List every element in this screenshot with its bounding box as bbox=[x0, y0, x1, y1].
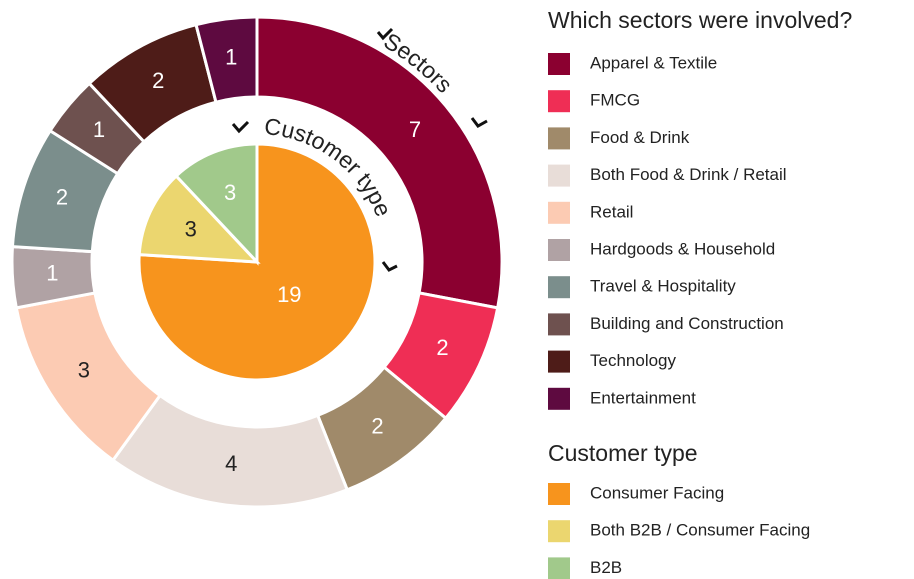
legend-swatch bbox=[548, 483, 570, 505]
legend-swatch bbox=[548, 276, 570, 299]
legend-swatch bbox=[548, 350, 570, 373]
legend-label: Travel & Hospitality bbox=[590, 277, 736, 296]
slice-label: 1 bbox=[225, 44, 237, 69]
legend-swatch bbox=[548, 313, 570, 336]
legend-swatch bbox=[548, 90, 570, 113]
slice bbox=[137, 142, 377, 382]
slice-label: 7 bbox=[409, 117, 421, 142]
slice-label: 3 bbox=[224, 180, 236, 205]
slice-label: 2 bbox=[436, 335, 448, 360]
slice bbox=[174, 142, 259, 266]
legend-label: Food & Drink bbox=[590, 128, 690, 147]
slice-label: 1 bbox=[93, 117, 105, 142]
legend-label: Building and Construction bbox=[590, 314, 784, 333]
legend-swatch bbox=[548, 201, 570, 224]
slice-label: 3 bbox=[78, 358, 90, 383]
slice-label: 3 bbox=[185, 217, 197, 242]
slice bbox=[194, 15, 259, 105]
legend-swatch bbox=[548, 387, 570, 410]
legend-label: B2B bbox=[590, 558, 622, 577]
legend: Apparel & Textile FMCG Food & Drink Both Fo… bbox=[548, 53, 810, 579]
legend-label: Consumer Facing bbox=[590, 483, 724, 502]
legend-label: Hardgoods & Household bbox=[590, 239, 775, 258]
slice-label: 1 bbox=[46, 261, 58, 286]
chevron bbox=[470, 117, 488, 128]
slice bbox=[255, 15, 504, 310]
chevron bbox=[381, 261, 398, 272]
legend-label: Both Food & Drink / Retail bbox=[590, 165, 787, 184]
legend-label: Retail bbox=[590, 202, 633, 221]
legend-swatch bbox=[548, 557, 570, 579]
legend-label: Apparel & Textile bbox=[590, 53, 717, 72]
legend-label: FMCG bbox=[590, 91, 640, 110]
chevron bbox=[376, 27, 394, 41]
slices: 7 2 2 4 3 1 2 1 2 1 19 3 3 bbox=[10, 15, 504, 509]
slice-label: 2 bbox=[56, 184, 68, 209]
slice-label: 19 bbox=[277, 282, 301, 307]
legend-swatch bbox=[548, 127, 570, 150]
slice bbox=[137, 173, 261, 264]
legend-swatch bbox=[548, 53, 570, 75]
slice-label: 4 bbox=[225, 451, 237, 476]
legend-swatch bbox=[548, 239, 570, 261]
legend-swatch bbox=[548, 164, 570, 187]
slice-label: 2 bbox=[152, 68, 164, 93]
legend-label: Entertainment bbox=[590, 388, 696, 407]
chevron bbox=[231, 120, 250, 134]
legend-label: Both B2B / Consumer Facing bbox=[590, 521, 810, 540]
legend-title: Customer type bbox=[548, 440, 698, 466]
legend-label: Technology bbox=[590, 351, 677, 370]
slice-label: 2 bbox=[371, 414, 383, 439]
legend-title: Which sectors were involved? bbox=[548, 7, 852, 33]
legend-swatch bbox=[548, 520, 570, 543]
